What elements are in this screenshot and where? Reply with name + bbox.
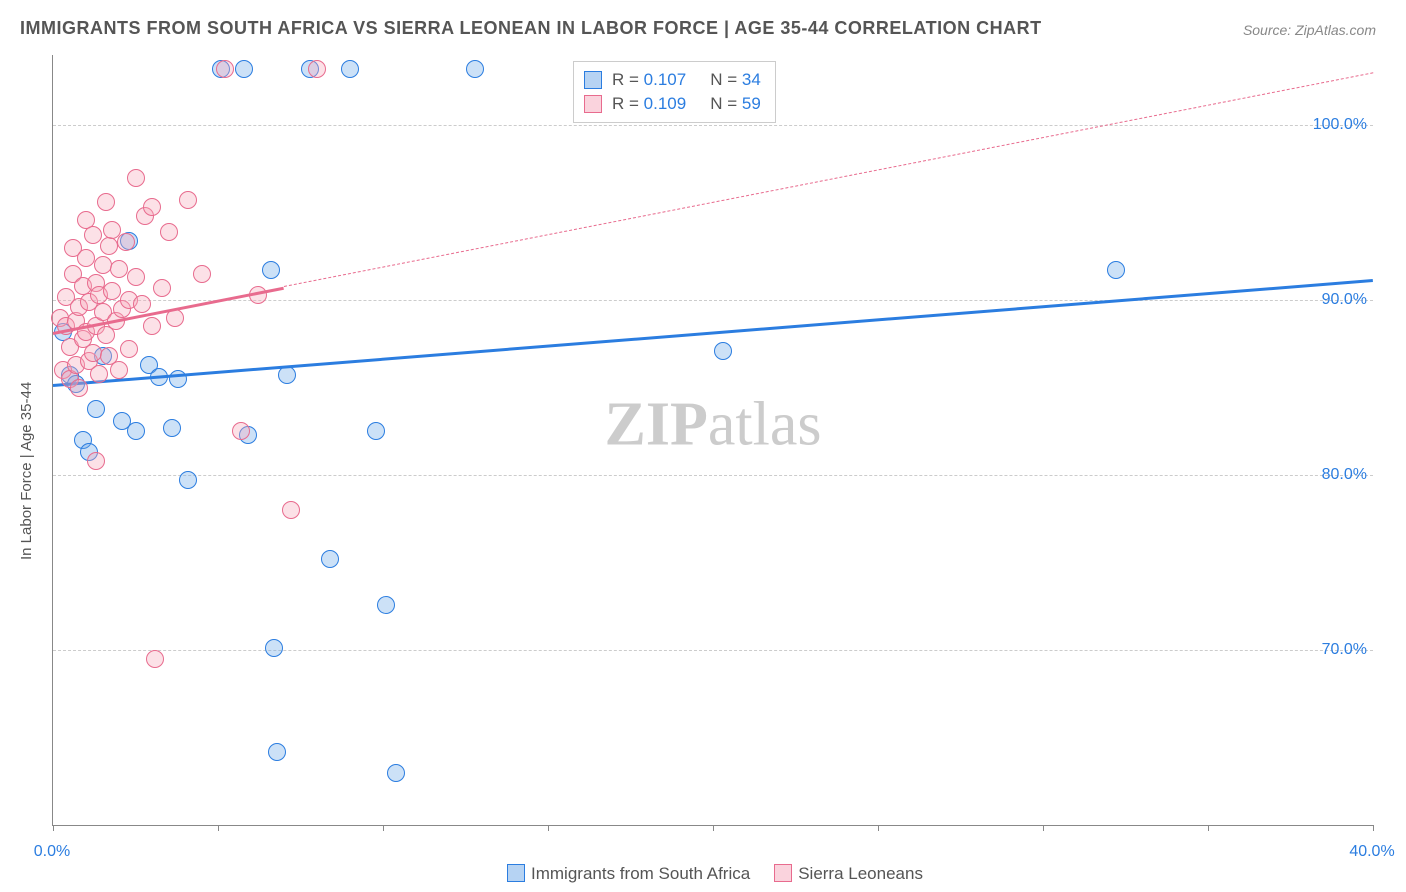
gridline [53,650,1373,651]
x-tick-label: 0.0% [34,843,70,861]
data-point [1107,261,1125,279]
data-point [84,344,102,362]
gridline [53,125,1373,126]
x-tick [218,825,219,831]
stats-legend: R = 0.107 N = 34 R = 0.109 N = 59 [573,61,776,123]
data-point [262,261,280,279]
data-point [268,743,286,761]
data-point [163,419,181,437]
data-point [97,193,115,211]
legend-swatch [774,864,792,882]
data-point [70,379,88,397]
data-point [232,422,250,440]
y-axis-label: In Labor Force | Age 35-44 [18,382,35,560]
data-point [143,198,161,216]
x-tick [713,825,714,831]
watermark-bold: ZIP [605,390,708,458]
data-point [117,233,135,251]
legend-series-label: Immigrants from South Africa [531,864,750,883]
data-point [103,282,121,300]
data-point [466,60,484,78]
data-point [169,370,187,388]
x-tick [878,825,879,831]
data-point [110,260,128,278]
watermark-light: atlas [708,390,822,458]
data-point [87,452,105,470]
data-point [127,268,145,286]
data-point [265,639,283,657]
series-legend: Immigrants from South Africa Sierra Leone… [0,864,1406,884]
legend-swatch [584,95,602,113]
data-point [77,249,95,267]
data-point [377,596,395,614]
data-point [84,226,102,244]
data-point [133,295,151,313]
x-tick [1208,825,1209,831]
data-point [367,422,385,440]
legend-swatch [584,71,602,89]
x-tick [53,825,54,831]
data-point [127,169,145,187]
x-tick-label: 40.0% [1349,843,1394,861]
data-point [160,223,178,241]
data-point [179,471,197,489]
data-point [282,501,300,519]
plot-area: ZIPatlas R = 0.107N = 34R = 0.109N = 59 … [52,55,1373,826]
data-point [153,279,171,297]
legend-series-label: Sierra Leoneans [798,864,923,883]
source-attribution: Source: ZipAtlas.com [1243,22,1376,38]
data-point [90,365,108,383]
data-point [216,60,234,78]
x-tick [548,825,549,831]
data-point [235,60,253,78]
data-point [321,550,339,568]
legend-row: R = 0.109 N = 59 [584,92,761,116]
data-point [100,237,118,255]
legend-row: R = 0.107 N = 34 [584,68,761,92]
data-point [387,764,405,782]
legend-swatch [507,864,525,882]
data-point [110,361,128,379]
data-point [278,366,296,384]
data-point [193,265,211,283]
data-point [87,400,105,418]
legend-r-label: R = 0.109 [612,92,686,116]
data-point [143,317,161,335]
legend-n-label: N = 34 [710,68,761,92]
data-point [94,256,112,274]
x-tick [383,825,384,831]
data-point [308,60,326,78]
data-point [714,342,732,360]
y-tick-label: 100.0% [1313,116,1367,134]
y-tick-label: 80.0% [1322,466,1367,484]
legend-r-label: R = 0.107 [612,68,686,92]
y-tick-label: 70.0% [1322,641,1367,659]
data-point [179,191,197,209]
chart-title: IMMIGRANTS FROM SOUTH AFRICA VS SIERRA L… [20,18,1042,39]
x-tick [1373,825,1374,831]
watermark: ZIPatlas [605,389,822,460]
data-point [146,650,164,668]
chart-container: IMMIGRANTS FROM SOUTH AFRICA VS SIERRA L… [0,0,1406,892]
y-tick-label: 90.0% [1322,291,1367,309]
data-point [120,340,138,358]
data-point [341,60,359,78]
trend-line [284,73,1373,288]
data-point [127,422,145,440]
legend-n-label: N = 59 [710,92,761,116]
x-tick [1043,825,1044,831]
gridline [53,475,1373,476]
